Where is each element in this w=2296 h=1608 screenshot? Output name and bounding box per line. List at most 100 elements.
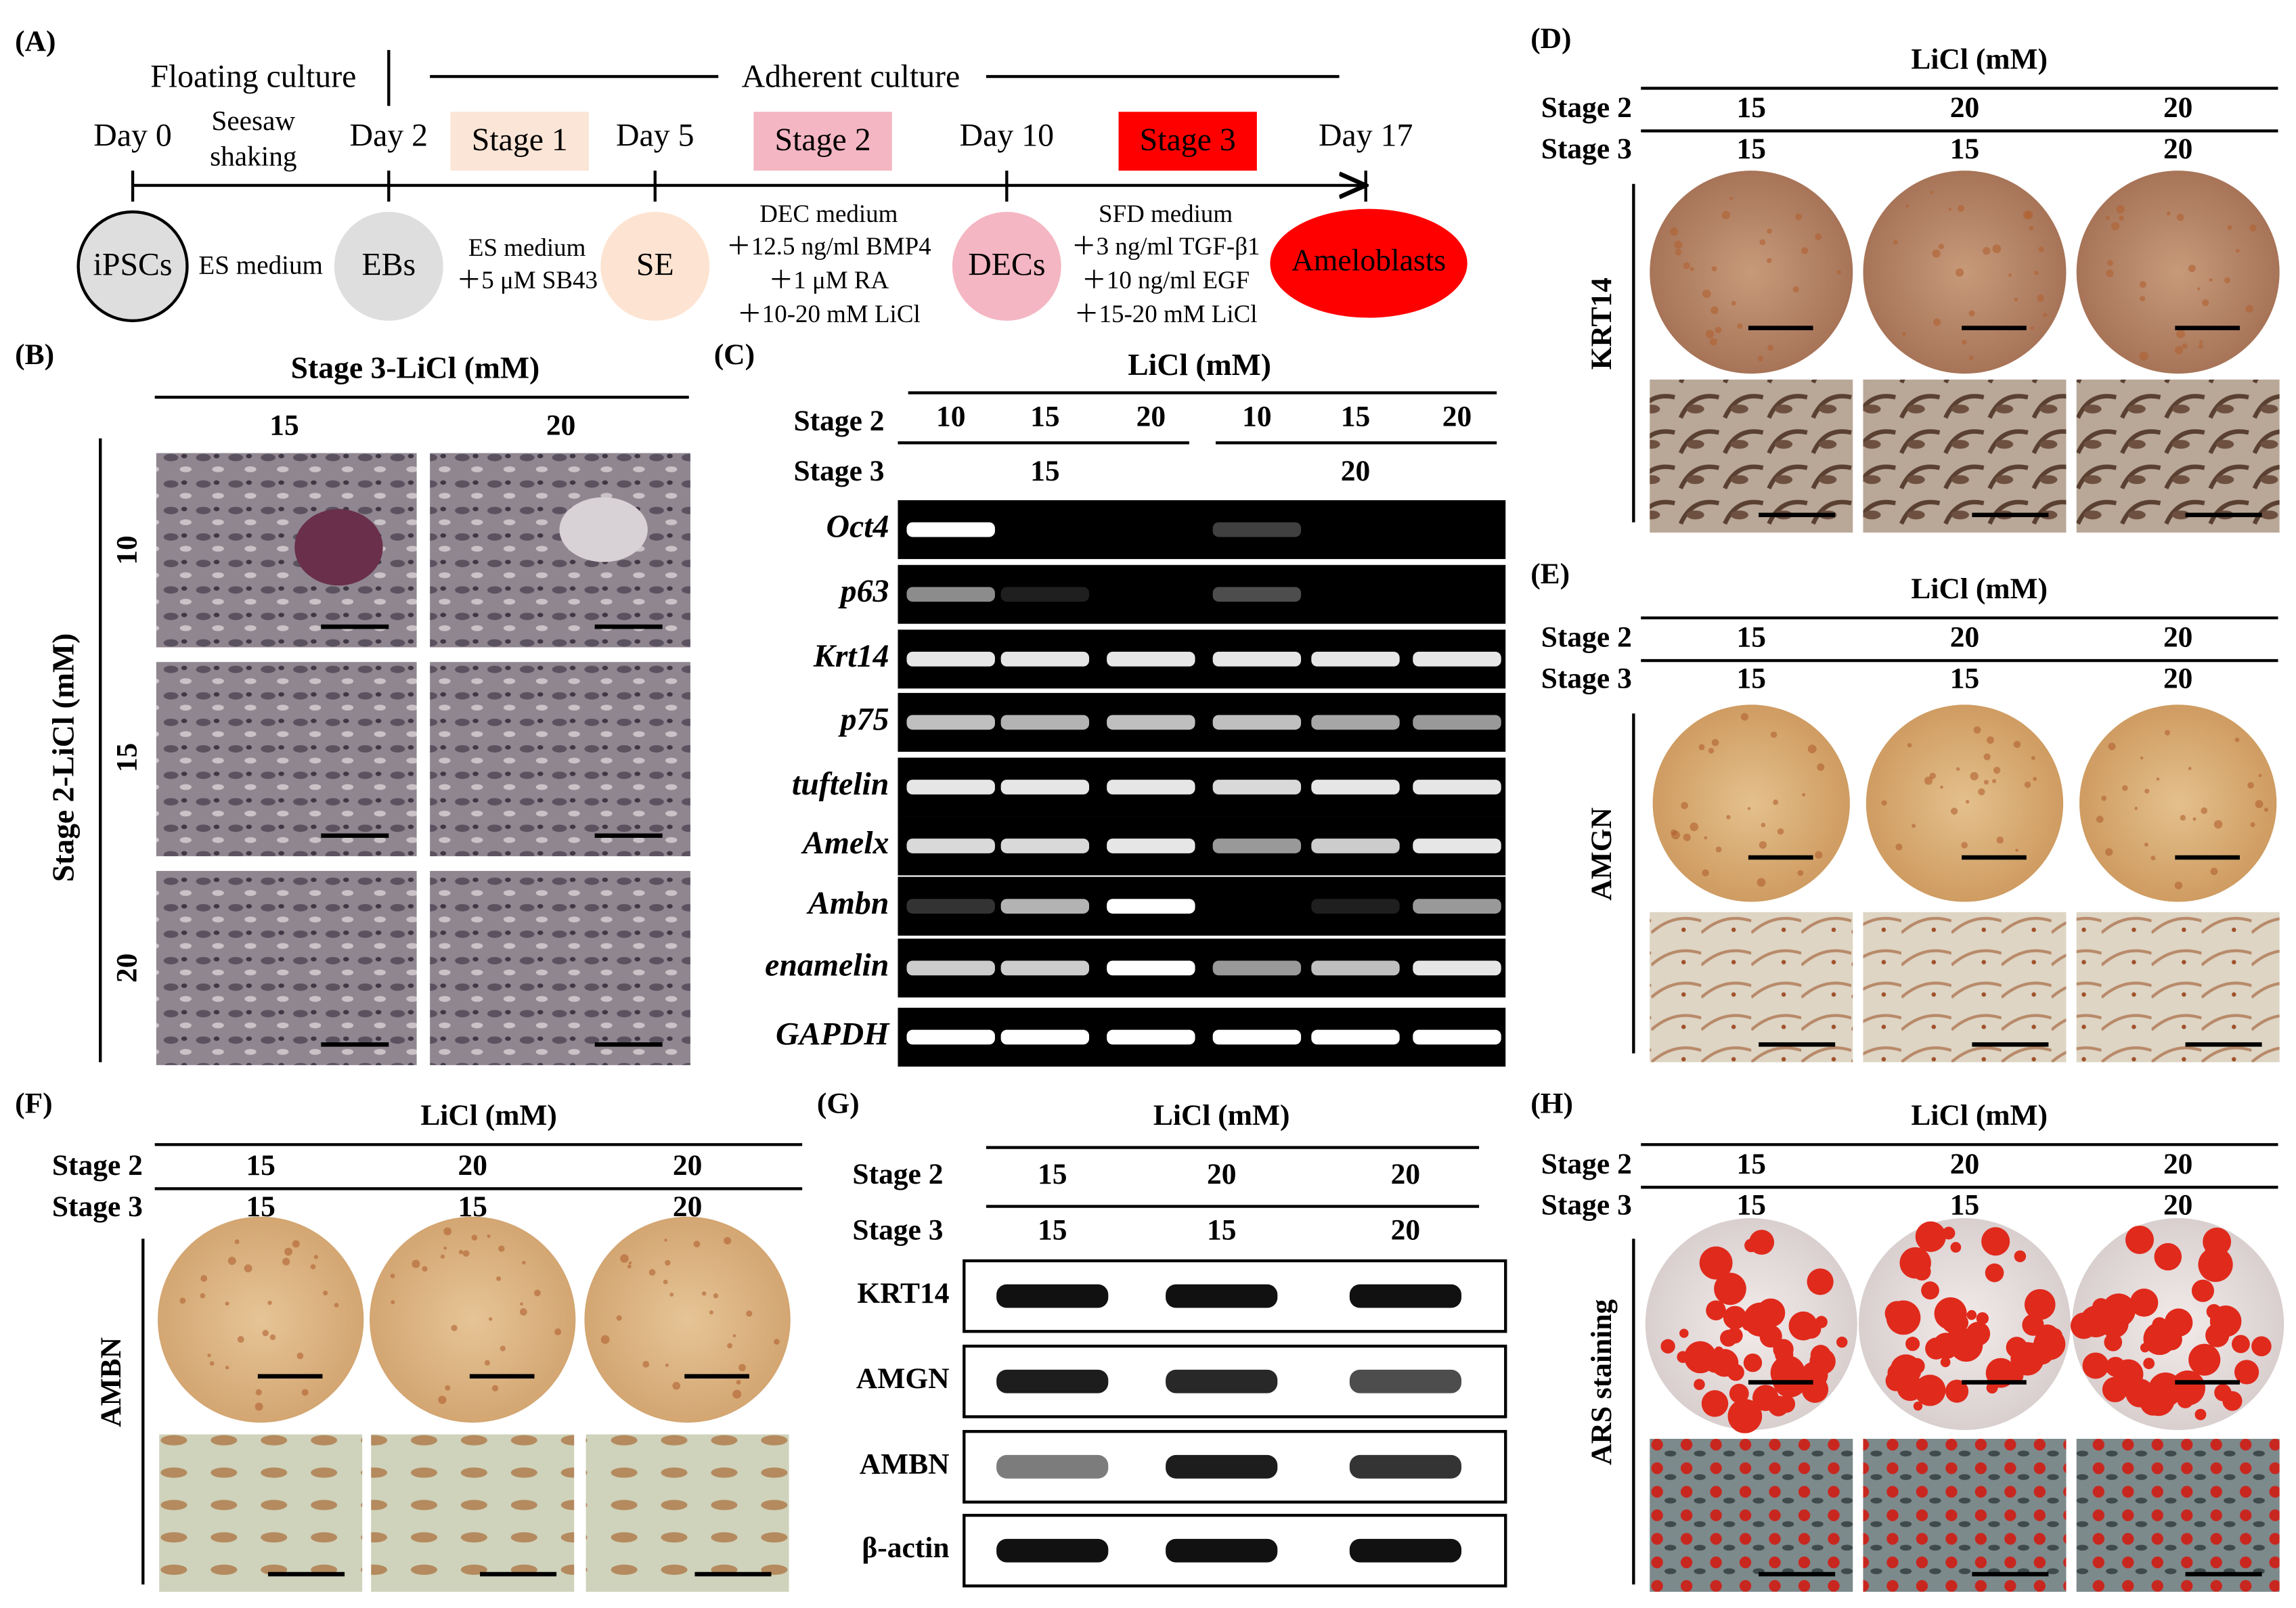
stain-spot <box>669 1292 674 1297</box>
label: (C) <box>714 338 755 371</box>
gel-band <box>1107 652 1195 667</box>
image <box>2076 379 2280 533</box>
stain-spot <box>1705 330 1715 338</box>
stain-spot <box>1677 1351 1690 1363</box>
stain-spot <box>1690 267 1694 271</box>
stain-spot <box>738 1364 746 1372</box>
stain-spot <box>1940 1357 1951 1368</box>
label: LiCl (mM) <box>1153 1099 1290 1132</box>
stain-spot <box>1978 788 1985 796</box>
stain-spot <box>2033 777 2037 781</box>
stain-spot <box>292 1240 300 1248</box>
stain-spot <box>1948 208 1952 211</box>
stain-spot <box>1715 326 1722 334</box>
gel-row <box>898 938 1506 998</box>
stain-spot <box>1743 1354 1763 1372</box>
stain-spot <box>2198 1247 2233 1282</box>
gel-band <box>1311 1029 1400 1045</box>
stain-spot <box>1905 1337 1920 1352</box>
label: Stage 3 <box>793 455 884 487</box>
label: 20 <box>546 409 575 442</box>
stain-spot <box>2140 756 2144 760</box>
stain-spot <box>2235 248 2240 253</box>
stain-spot <box>2222 1391 2243 1411</box>
label: SFD medium <box>1099 200 1233 227</box>
stain-spot <box>2264 807 2269 812</box>
stain-spot <box>672 1381 681 1390</box>
label: (F) <box>15 1088 53 1120</box>
stain-spot <box>1757 878 1766 887</box>
gel-band <box>1413 1029 1501 1045</box>
label: Stage 2 <box>1541 91 1632 124</box>
stain-spot <box>1913 1401 1923 1411</box>
stain-spot <box>1929 772 1937 780</box>
gel-band <box>1000 780 1090 795</box>
label: ＋10-20 mM LiCl <box>737 300 921 328</box>
stain-spot <box>443 1227 451 1236</box>
stain-spot <box>1965 799 1970 804</box>
label: Stage 3 <box>1541 1189 1632 1222</box>
stain-spot <box>2109 1308 2119 1318</box>
stain-spot <box>2160 1328 2182 1351</box>
stain-spot <box>2015 849 2018 852</box>
stain-spot <box>1907 742 1912 748</box>
stain-spot <box>225 1301 229 1306</box>
label: 15 <box>1030 455 1059 487</box>
label: 20 <box>1950 1148 1979 1180</box>
label: 20 <box>2163 133 2192 165</box>
stain-spot <box>2140 296 2146 302</box>
stain-spot <box>2144 788 2150 794</box>
stain-spot <box>1815 851 1823 859</box>
label: 20 <box>1207 1158 1236 1190</box>
stain-spot <box>1752 1385 1779 1411</box>
stain-spot <box>1660 1339 1675 1354</box>
label: 20 <box>2163 91 2192 124</box>
stain-spot <box>1777 828 1784 835</box>
label: 20 <box>1442 401 1472 433</box>
label: p63 <box>838 573 889 609</box>
stain-spot <box>244 1264 252 1273</box>
label: ES medium <box>468 233 586 261</box>
stain-spot <box>1950 807 1958 815</box>
gel-row <box>898 1008 1506 1067</box>
stain-spot <box>1683 262 1690 269</box>
label: DEC medium <box>759 200 898 227</box>
stain-spot <box>2107 260 2113 266</box>
stain-spot <box>2234 1360 2259 1385</box>
label: 20 <box>673 1149 702 1182</box>
image <box>2076 1439 2280 1592</box>
label: Adherent culture <box>742 58 961 94</box>
stain-spot <box>1981 1227 2010 1256</box>
label: Stage 3 <box>852 1214 943 1247</box>
stain-spot <box>1737 323 1743 329</box>
stain-spot <box>1801 1318 1822 1339</box>
gel-band <box>906 780 995 795</box>
label: Day 5 <box>616 117 694 153</box>
stain-spot <box>1770 731 1778 738</box>
cell-node <box>1270 208 1467 318</box>
image <box>1650 1439 1853 1592</box>
stain-spot <box>1747 807 1751 810</box>
gel-band <box>1212 780 1302 795</box>
stain-spot <box>1934 1297 1967 1330</box>
colony <box>294 509 383 586</box>
stain-spot <box>2197 287 2201 291</box>
blot-band <box>996 1538 1109 1563</box>
stain-spot <box>484 1360 490 1366</box>
stain-spot <box>1715 1253 1725 1264</box>
gel-band <box>906 587 995 602</box>
blot-band <box>996 1369 1109 1393</box>
stain-spot <box>1694 1379 1705 1391</box>
stain-spot <box>2154 1243 2182 1271</box>
stain-spot <box>724 1236 732 1245</box>
label: ＋1 μM RA <box>768 266 889 294</box>
stain-spot <box>462 1250 470 1257</box>
stain-spot <box>1761 822 1766 828</box>
stain-spot <box>487 1234 491 1238</box>
stain-spot <box>2192 817 2196 821</box>
stain-spot <box>1924 776 1933 785</box>
gel-band <box>1000 899 1090 914</box>
label: Day 17 <box>1319 117 1413 153</box>
stain-spot <box>2113 1359 2144 1389</box>
stain-spot <box>2116 204 2125 214</box>
